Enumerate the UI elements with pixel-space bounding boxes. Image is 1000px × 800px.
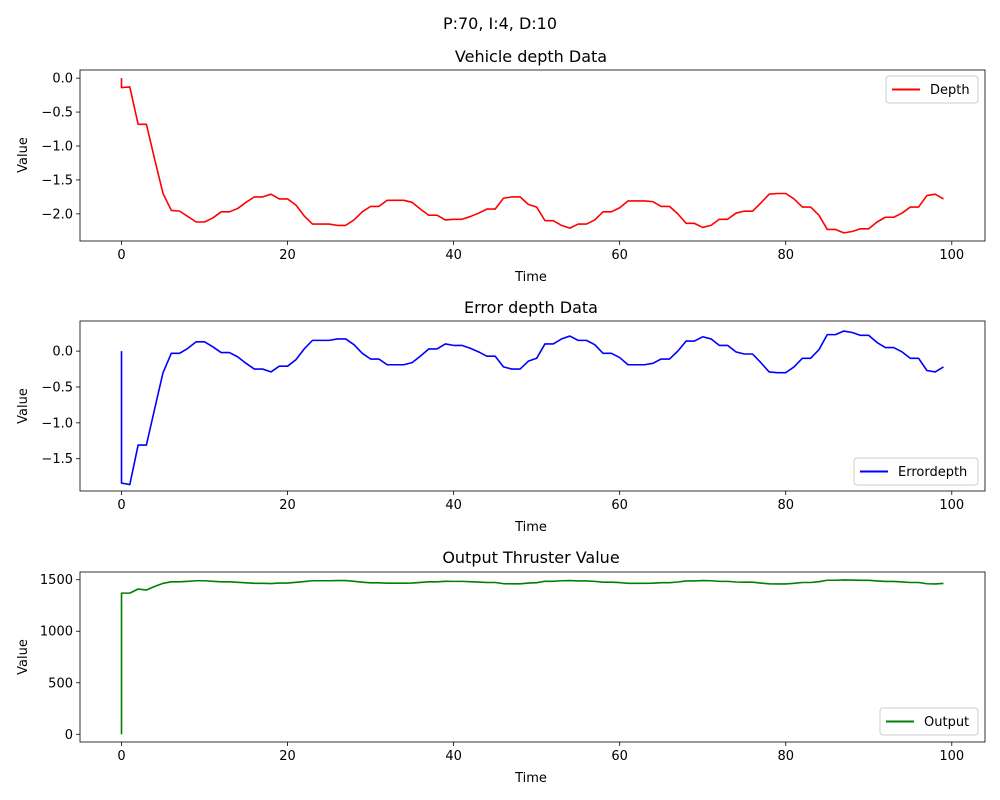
legend: Depth [885, 75, 979, 104]
series-line-output [120, 579, 944, 735]
x-axis-label: Time [514, 520, 547, 535]
legend-label-errordepth: Errordepth [898, 465, 967, 480]
y-tick-label: −0.5 [41, 380, 73, 395]
y-tick-label: 0.0 [52, 345, 73, 360]
x-tick-label: 0 [117, 749, 125, 764]
x-tick-label: 100 [939, 498, 964, 513]
x-tick-label: 80 [777, 248, 794, 263]
axes-frame [79, 69, 986, 242]
x-tick-label: 40 [445, 248, 462, 263]
y-axis-label: Value [16, 639, 31, 675]
axes-frame [79, 571, 986, 743]
x-tick-label: 60 [611, 749, 628, 764]
x-axis-label: Time [514, 270, 547, 285]
series-line-errordepth [120, 330, 944, 486]
legend: Output [879, 707, 979, 736]
y-tick-label: 0.0 [52, 72, 73, 87]
legend-box [879, 707, 979, 736]
y-tick-label: −1.0 [41, 140, 73, 155]
y-tick-label: 1500 [40, 573, 73, 588]
x-tick-label: 40 [445, 749, 462, 764]
y-tick-label: −1.5 [41, 173, 73, 188]
plot-area: 0 20 40 60 80 100 0.0 −0.5 −1.0 −1.5 [41, 320, 986, 513]
x-tick-label: 40 [445, 498, 462, 513]
legend-label-output: Output [924, 715, 969, 730]
y-tick-label: −1.0 [41, 416, 73, 431]
x-tick-label: 100 [939, 248, 964, 263]
x-tick-label: 80 [777, 749, 794, 764]
chart-title: Output Thruster Value [442, 548, 619, 567]
legend: Errordepth [853, 457, 979, 486]
legend-box [853, 457, 979, 486]
x-tick-label: 60 [611, 248, 628, 263]
legend-label-depth: Depth [930, 83, 970, 98]
chart-title: Vehicle depth Data [455, 47, 607, 66]
y-tick-label: 500 [48, 676, 73, 691]
subplot-error: Error depth Data Time Value 0 20 40 60 80 100… [16, 298, 986, 535]
x-axis-label: Time [514, 771, 547, 786]
x-tick-label: 20 [279, 248, 296, 263]
y-axis-label: Value [16, 388, 31, 424]
y-axis-label: Value [16, 137, 31, 173]
plot-area: 0 20 40 60 80 100 0.0 −0.5 −1.0 −1.5 −2.0 [41, 69, 986, 263]
y-tick-label: −2.0 [41, 207, 73, 222]
x-tick-label: 100 [939, 749, 964, 764]
figure-suptitle: P:70, I:4, D:10 [443, 14, 557, 33]
x-tick-label: 0 [117, 248, 125, 263]
subplot-depth: Vehicle depth Data Time Value 0 20 40 60 80 1… [16, 47, 986, 285]
series-line-depth [120, 78, 944, 234]
x-tick-label: 20 [279, 749, 296, 764]
y-tick-label: 1000 [40, 625, 73, 640]
x-tick-label: 80 [777, 498, 794, 513]
y-tick-label: 0 [65, 728, 73, 743]
x-tick-label: 60 [611, 498, 628, 513]
subplot-output: Output Thruster Value Time Value 0 20 40 60… [16, 548, 986, 786]
chart-title: Error depth Data [464, 298, 598, 317]
x-tick-label: 0 [117, 498, 125, 513]
legend-box [885, 75, 979, 104]
axes-frame [79, 320, 986, 492]
x-tick-label: 20 [279, 498, 296, 513]
y-tick-label: −1.5 [41, 452, 73, 467]
y-tick-label: −0.5 [41, 106, 73, 121]
